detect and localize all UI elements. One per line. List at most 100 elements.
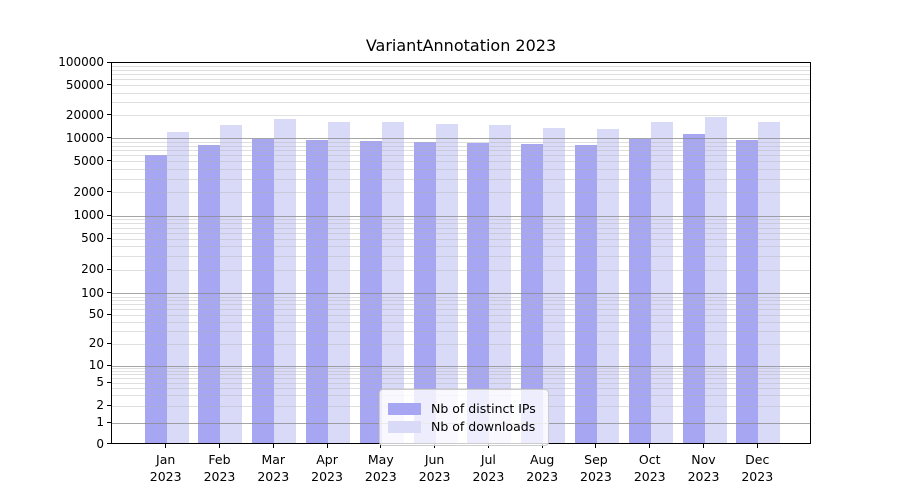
bar-apr-distinct-ips xyxy=(306,139,329,443)
x-tick-mark-may xyxy=(380,444,382,448)
plot-area: Nb of distinct IPs Nb of downloads xyxy=(111,62,811,446)
y-tick-mark-100000 xyxy=(107,61,111,63)
y-tick-mark-2000 xyxy=(107,191,111,193)
minor-gridline-200 xyxy=(112,269,810,271)
y-tick-mark-20 xyxy=(107,342,111,344)
x-tick-mark-jul xyxy=(487,444,489,448)
bar-dec-downloads xyxy=(758,122,781,443)
y-tick-mark-500 xyxy=(107,237,111,239)
x-tick-mark-mar xyxy=(272,444,274,448)
minor-gridline-70000 xyxy=(112,74,810,76)
minor-gridline-50000 xyxy=(112,85,810,87)
minor-gridline-600 xyxy=(112,232,810,234)
major-gridline-10 xyxy=(112,365,810,367)
y-tick-mark-5 xyxy=(107,381,111,383)
bar-dec-distinct-ips xyxy=(736,139,759,443)
bar-oct-downloads xyxy=(650,122,673,443)
minor-gridline-4 xyxy=(112,388,810,390)
x-tick-mark-nov xyxy=(703,444,704,448)
y-tick-mark-1000 xyxy=(107,214,111,216)
legend-entry-downloads: Nb of downloads xyxy=(388,419,536,434)
y-tick-label-500: 500 xyxy=(81,231,104,246)
minor-gridline-6 xyxy=(112,378,810,380)
bar-may-distinct-ips xyxy=(359,141,382,443)
y-tick-label-2000: 2000 xyxy=(73,184,104,199)
y-tick-label-2: 2 xyxy=(96,398,104,413)
y-tick-mark-0 xyxy=(107,443,111,445)
y-tick-mark-200 xyxy=(107,268,111,270)
minor-gridline-90 xyxy=(112,296,810,298)
bar-sep-downloads xyxy=(596,128,619,443)
y-tick-label-20: 20 xyxy=(88,336,104,351)
legend-entry-distinct-ips: Nb of distinct IPs xyxy=(388,401,536,416)
major-gridline-100 xyxy=(112,293,810,295)
x-tick-label-sep: Sep 2023 xyxy=(580,452,612,484)
minor-gridline-30 xyxy=(112,331,810,332)
bar-mar-downloads xyxy=(274,118,297,443)
bar-nov-downloads xyxy=(704,116,727,443)
y-tick-label-1: 1 xyxy=(96,415,104,430)
x-tick-label-jan: Jan 2023 xyxy=(149,452,182,484)
x-tick-label-oct: Oct 2023 xyxy=(633,452,666,484)
minor-gridline-700 xyxy=(112,227,810,229)
major-gridline-10000 xyxy=(112,138,810,139)
bar-nov-distinct-ips xyxy=(682,133,705,443)
x-tick-mark-feb xyxy=(218,444,220,448)
y-tick-mark-100 xyxy=(107,292,111,294)
legend-swatch-distinct-ips xyxy=(388,402,421,415)
minor-gridline-40 xyxy=(112,321,810,323)
y-tick-label-200: 200 xyxy=(81,262,104,277)
bar-jan-distinct-ips xyxy=(144,155,167,443)
y-tick-mark-20000 xyxy=(107,114,111,116)
legend: Nb of distinct IPs Nb of downloads xyxy=(379,389,549,446)
minor-gridline-8000 xyxy=(112,145,810,147)
minor-gridline-400 xyxy=(112,246,810,248)
y-tick-label-20000: 20000 xyxy=(65,107,104,122)
x-tick-label-jul: Jul 2023 xyxy=(472,452,505,484)
x-tick-mark-jun xyxy=(434,444,436,448)
bar-jul-downloads xyxy=(489,125,512,443)
minor-gridline-9 xyxy=(112,368,810,370)
minor-gridline-7000 xyxy=(112,150,810,151)
bar-oct-distinct-ips xyxy=(628,138,651,443)
minor-gridline-20000 xyxy=(112,115,810,117)
y-tick-label-50000: 50000 xyxy=(65,77,104,92)
legend-swatch-downloads xyxy=(388,420,421,433)
minor-gridline-300 xyxy=(112,256,810,258)
minor-gridline-60000 xyxy=(112,79,810,81)
minor-gridline-70 xyxy=(112,304,810,306)
y-tick-mark-10000 xyxy=(107,137,111,138)
bar-jul-distinct-ips xyxy=(467,143,490,443)
minor-gridline-5 xyxy=(112,382,810,384)
y-tick-label-50: 50 xyxy=(88,307,104,322)
minor-gridline-9000 xyxy=(112,141,810,143)
x-tick-mark-oct xyxy=(649,444,651,448)
minor-gridline-6000 xyxy=(112,155,810,157)
minor-gridline-40000 xyxy=(112,92,810,94)
y-tick-mark-50000 xyxy=(107,84,111,86)
minor-gridline-50 xyxy=(112,314,810,316)
minor-gridline-7 xyxy=(112,374,810,376)
x-tick-label-apr: Apr 2023 xyxy=(311,452,343,484)
y-tick-label-100: 100 xyxy=(81,285,104,300)
minor-gridline-2000 xyxy=(112,192,810,194)
x-tick-label-dec: Dec 2023 xyxy=(741,452,774,484)
x-tick-mark-aug xyxy=(541,444,543,448)
minor-gridline-5000 xyxy=(112,161,810,163)
bar-apr-downloads xyxy=(328,122,351,443)
bar-may-downloads xyxy=(381,121,404,443)
minor-gridline-900 xyxy=(112,219,810,221)
y-tick-label-10: 10 xyxy=(88,358,104,372)
bar-aug-downloads xyxy=(543,127,566,443)
x-tick-label-may: May 2023 xyxy=(364,452,397,484)
y-tick-label-5: 5 xyxy=(96,375,104,390)
x-tick-label-mar: Mar 2023 xyxy=(257,452,290,484)
minor-gridline-90000 xyxy=(112,65,810,67)
minor-gridline-30000 xyxy=(112,101,810,103)
minor-gridline-800 xyxy=(112,223,810,225)
chart-title: VariantAnnotation 2023 xyxy=(365,36,557,55)
minor-gridline-60 xyxy=(112,309,810,311)
y-tick-mark-2 xyxy=(107,404,111,406)
bar-jan-downloads xyxy=(166,132,189,443)
